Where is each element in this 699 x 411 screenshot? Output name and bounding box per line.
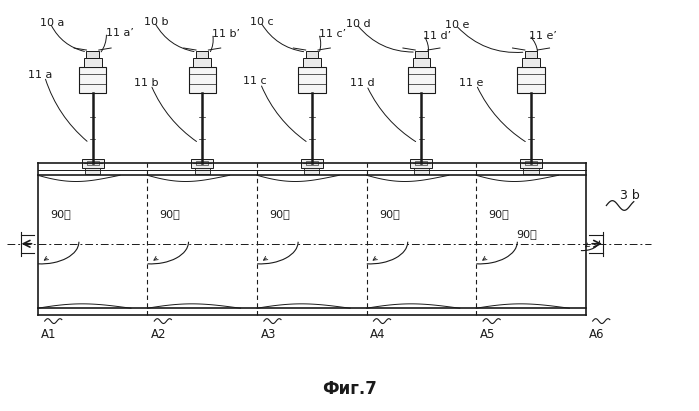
- Bar: [196, 161, 208, 165]
- Bar: [412, 58, 431, 67]
- Text: 10 e: 10 e: [445, 20, 470, 30]
- Bar: [82, 159, 103, 168]
- Bar: [525, 51, 538, 58]
- Text: 11 e: 11 e: [459, 78, 484, 88]
- Bar: [522, 58, 540, 67]
- Text: 11 e’: 11 e’: [529, 31, 557, 41]
- Bar: [520, 159, 542, 168]
- Bar: [305, 161, 318, 165]
- Text: 90度: 90度: [379, 208, 400, 219]
- Text: 11 c: 11 c: [243, 76, 267, 86]
- Text: 11 a’: 11 a’: [106, 28, 134, 38]
- Text: 11 d: 11 d: [350, 79, 374, 88]
- Bar: [189, 67, 216, 93]
- Bar: [410, 159, 433, 168]
- Bar: [301, 159, 323, 168]
- Text: 11 b: 11 b: [134, 78, 158, 88]
- Bar: [304, 168, 319, 174]
- Text: 3 b: 3 b: [620, 189, 640, 202]
- Text: 10 d: 10 d: [346, 19, 370, 29]
- Text: A5: A5: [480, 328, 495, 341]
- Bar: [305, 51, 318, 58]
- Bar: [84, 58, 101, 67]
- Text: A1: A1: [41, 328, 57, 341]
- Text: 10 b: 10 b: [144, 17, 168, 27]
- Text: 11 a: 11 a: [27, 69, 52, 80]
- Bar: [408, 67, 435, 93]
- Text: 90度: 90度: [489, 208, 510, 219]
- Text: 90度: 90度: [160, 208, 180, 219]
- Bar: [415, 161, 428, 165]
- Bar: [195, 168, 210, 174]
- Bar: [415, 51, 428, 58]
- Bar: [414, 168, 429, 174]
- Text: 90度: 90度: [516, 229, 537, 239]
- Bar: [298, 67, 326, 93]
- Text: 10 a: 10 a: [40, 18, 64, 28]
- Bar: [194, 58, 211, 67]
- Text: A4: A4: [370, 328, 386, 341]
- Bar: [85, 168, 100, 174]
- Bar: [303, 58, 321, 67]
- Text: 90度: 90度: [269, 208, 290, 219]
- Text: A6: A6: [589, 328, 605, 341]
- Bar: [525, 161, 537, 165]
- Bar: [87, 161, 99, 165]
- Text: A2: A2: [151, 328, 166, 341]
- Bar: [517, 67, 545, 93]
- Bar: [87, 51, 99, 58]
- Bar: [79, 67, 106, 93]
- Bar: [524, 168, 538, 174]
- Text: A3: A3: [261, 328, 276, 341]
- Text: 90度: 90度: [50, 208, 71, 219]
- Text: 11 c’: 11 c’: [319, 30, 346, 39]
- Bar: [192, 159, 213, 168]
- Text: Фиг.7: Фиг.7: [322, 380, 377, 398]
- Text: 11 d’: 11 d’: [424, 31, 452, 41]
- Text: 11 b’: 11 b’: [212, 30, 240, 39]
- Text: 10 c: 10 c: [250, 17, 274, 27]
- Bar: [196, 51, 208, 58]
